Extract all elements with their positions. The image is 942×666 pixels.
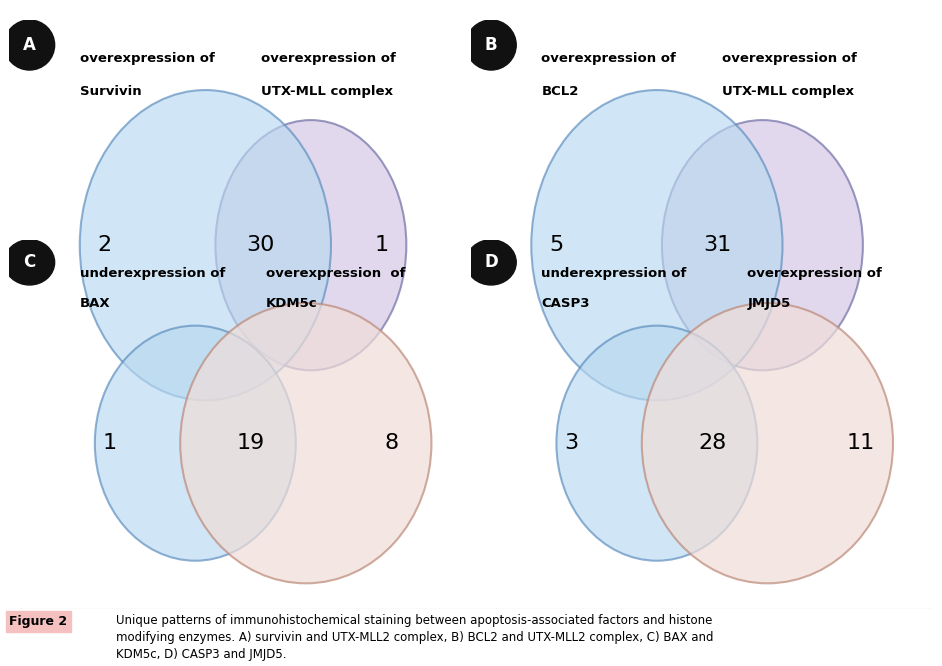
Text: underexpression of: underexpression of: [542, 268, 687, 280]
Ellipse shape: [662, 120, 863, 370]
Text: 2: 2: [98, 235, 112, 255]
Text: KDM5c: KDM5c: [266, 297, 317, 310]
Circle shape: [466, 240, 516, 285]
Text: overexpression  of: overexpression of: [266, 268, 405, 280]
Circle shape: [5, 240, 55, 285]
Text: 19: 19: [236, 433, 265, 453]
Text: 30: 30: [247, 235, 275, 255]
Text: overexpression of: overexpression of: [542, 52, 676, 65]
Text: 11: 11: [846, 433, 874, 453]
Text: A: A: [23, 36, 36, 54]
Text: CASP3: CASP3: [542, 297, 590, 310]
Text: overexpression of: overexpression of: [80, 52, 215, 65]
Circle shape: [466, 20, 516, 70]
Text: C: C: [24, 253, 36, 271]
Text: underexpression of: underexpression of: [80, 268, 225, 280]
Ellipse shape: [80, 90, 331, 400]
Text: 28: 28: [698, 433, 726, 453]
Text: BCL2: BCL2: [542, 85, 578, 97]
Text: JMJD5: JMJD5: [747, 297, 790, 310]
Text: overexpression of: overexpression of: [747, 268, 883, 280]
Text: overexpression of: overexpression of: [261, 52, 396, 65]
Text: D: D: [484, 253, 498, 271]
Text: Unique patterns of immunohistochemical staining between apoptosis-associated fac: Unique patterns of immunohistochemical s…: [116, 614, 713, 661]
Ellipse shape: [216, 120, 406, 370]
Text: Figure 2: Figure 2: [9, 615, 68, 628]
Text: Survivin: Survivin: [80, 85, 141, 97]
Text: 8: 8: [384, 433, 398, 453]
Ellipse shape: [95, 326, 296, 561]
Text: 3: 3: [564, 433, 578, 453]
Ellipse shape: [531, 90, 783, 400]
Text: BAX: BAX: [80, 297, 110, 310]
Ellipse shape: [642, 303, 893, 583]
Circle shape: [5, 20, 55, 70]
Text: 1: 1: [103, 433, 117, 453]
Text: UTX-MLL complex: UTX-MLL complex: [261, 85, 393, 97]
Text: 1: 1: [374, 235, 388, 255]
Text: UTX-MLL complex: UTX-MLL complex: [723, 85, 854, 97]
Text: overexpression of: overexpression of: [723, 52, 857, 65]
Ellipse shape: [557, 326, 757, 561]
Text: B: B: [485, 36, 497, 54]
Text: 31: 31: [703, 235, 731, 255]
Ellipse shape: [180, 303, 431, 583]
Text: 5: 5: [549, 235, 563, 255]
